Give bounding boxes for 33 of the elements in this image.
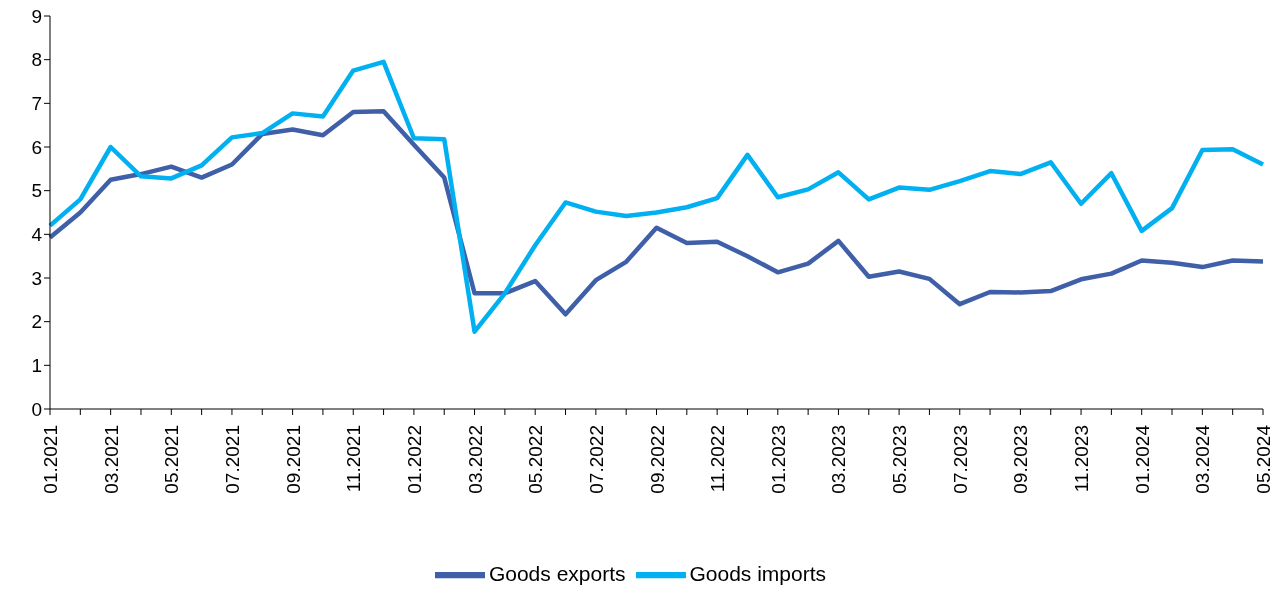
x-tick-label: 07.2023 (949, 425, 971, 494)
y-tick-label: 9 (31, 5, 42, 27)
y-tick-label: 5 (31, 180, 42, 202)
x-tick-label: 03.2022 (464, 425, 486, 494)
x-tick-label: 05.2024 (1253, 424, 1271, 494)
y-tick-label: 6 (31, 136, 42, 158)
y-tick-label: 3 (31, 267, 42, 289)
x-tick-label: 11.2023 (1071, 425, 1093, 493)
x-tick-label: 01.2021 (40, 425, 61, 494)
y-tick-label: 7 (31, 93, 42, 115)
x-tick-label: 11.2021 (343, 425, 365, 493)
legend-label: Goods exports (488, 561, 626, 585)
x-tick-label: 03.2021 (100, 425, 122, 494)
x-tick-label: 05.2021 (161, 425, 183, 494)
x-tick-label: 09.2023 (1010, 425, 1032, 494)
y-tick-label: 8 (31, 49, 42, 71)
y-tick-label: 4 (31, 224, 43, 246)
x-tick-label: 05.2023 (889, 425, 911, 494)
x-tick-label: 07.2022 (585, 425, 607, 494)
x-tick-label: 09.2022 (646, 425, 668, 494)
x-tick-label: 03.2024 (1192, 424, 1214, 494)
x-tick-label: 09.2021 (282, 425, 304, 494)
y-tick-label: 0 (31, 398, 42, 420)
y-tick-label: 1 (31, 355, 42, 377)
x-tick-label: 01.2022 (403, 425, 425, 494)
x-tick-label: 07.2021 (221, 425, 243, 494)
y-tick-label: 2 (31, 311, 42, 333)
x-tick-label: 01.2023 (767, 425, 789, 494)
x-tick-label: 05.2022 (525, 425, 547, 494)
x-tick-label: 11.2022 (707, 425, 729, 493)
x-tick-label: 03.2023 (828, 425, 850, 494)
x-tick-label: 01.2024 (1131, 424, 1153, 494)
legend-label: Goods imports (689, 561, 827, 585)
